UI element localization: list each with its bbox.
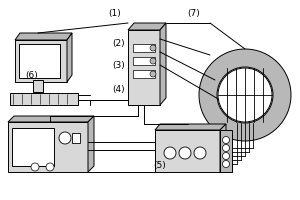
Text: (3): (3)	[112, 61, 125, 70]
Circle shape	[164, 147, 176, 159]
Circle shape	[150, 45, 156, 51]
Circle shape	[46, 163, 54, 171]
Circle shape	[150, 58, 156, 64]
Polygon shape	[128, 23, 166, 30]
Polygon shape	[67, 33, 72, 82]
Circle shape	[223, 152, 230, 160]
Polygon shape	[155, 124, 226, 130]
Polygon shape	[220, 124, 226, 172]
Bar	[8, 122, 88, 172]
Text: (4): (4)	[112, 85, 125, 94]
Bar	[72, 133, 80, 143]
Polygon shape	[8, 116, 94, 122]
Bar	[33, 80, 43, 92]
Bar	[133, 44, 155, 52]
Circle shape	[223, 160, 230, 168]
Polygon shape	[15, 33, 72, 40]
Circle shape	[59, 132, 71, 144]
Bar	[133, 70, 155, 78]
Text: (2): (2)	[112, 39, 125, 48]
Circle shape	[223, 136, 230, 144]
Bar	[15, 40, 67, 82]
Bar	[220, 130, 232, 172]
Text: (1): (1)	[108, 9, 121, 18]
Circle shape	[31, 163, 39, 171]
Circle shape	[150, 71, 156, 77]
Text: (7): (7)	[188, 9, 200, 18]
Text: (6): (6)	[26, 71, 38, 80]
Circle shape	[194, 147, 206, 159]
Bar	[128, 30, 160, 105]
Bar	[19, 44, 60, 78]
Polygon shape	[88, 116, 94, 172]
Bar	[133, 57, 155, 65]
Circle shape	[179, 147, 191, 159]
Circle shape	[223, 144, 230, 152]
Polygon shape	[160, 23, 166, 105]
Text: (5): (5)	[153, 161, 166, 170]
Bar	[10, 93, 78, 105]
Bar	[155, 130, 220, 172]
Wedge shape	[199, 49, 291, 141]
Bar	[12, 128, 54, 166]
Circle shape	[218, 68, 272, 122]
